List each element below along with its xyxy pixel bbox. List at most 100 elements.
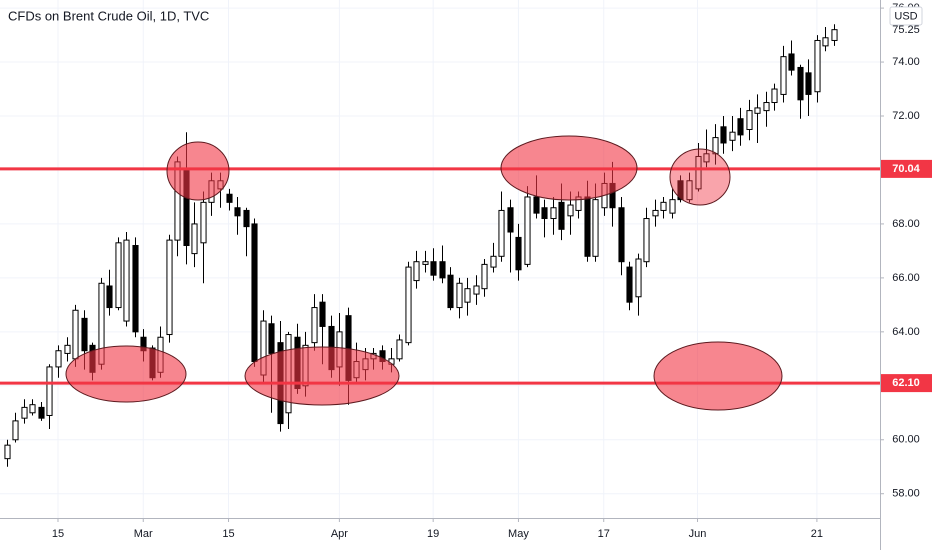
currency-box[interactable]: [889, 6, 923, 26]
candle-body: [643, 218, 650, 263]
candle-body: [780, 56, 787, 95]
candle-body: [319, 301, 326, 327]
candle-body: [405, 266, 412, 344]
candle-body: [558, 201, 565, 230]
candle-body: [55, 350, 62, 368]
candle-body: [29, 404, 36, 414]
candle-body: [746, 110, 753, 131]
candle-body: [38, 406, 45, 419]
candle-body: [686, 180, 693, 201]
y-tick-label: 72.00: [892, 110, 920, 122]
candle-body: [46, 366, 53, 416]
candle-body: [498, 209, 505, 257]
candle-body: [567, 204, 574, 217]
candle-body: [771, 88, 778, 104]
candle-body: [550, 207, 557, 220]
candle-body: [166, 239, 173, 336]
last-price-label: 75.25: [892, 24, 920, 36]
candle-body: [720, 126, 727, 144]
candle-body: [788, 53, 795, 71]
candle-body: [72, 309, 79, 360]
y-tick-label: 74.00: [892, 56, 920, 68]
y-tick-label: 66.00: [892, 272, 920, 284]
candle-body: [618, 207, 625, 263]
candle-body: [822, 37, 829, 47]
candle-body: [464, 288, 471, 303]
candle-body: [831, 29, 838, 41]
y-tick-label: 58.00: [892, 488, 920, 500]
candle-body: [191, 223, 198, 255]
candle-body: [805, 72, 812, 95]
ellipse: [244, 346, 400, 406]
candle-body: [763, 102, 770, 112]
candle-body: [268, 323, 275, 354]
candle-body: [200, 201, 207, 244]
candle-body: [4, 444, 11, 460]
candle-body: [81, 317, 88, 352]
ellipse: [653, 341, 783, 411]
candle-body: [695, 155, 702, 190]
x-tick-label: May: [508, 528, 529, 540]
candle-body: [396, 339, 403, 360]
candle-body: [132, 245, 139, 333]
axes: 58.0060.0062.0064.0066.0068.0070.0072.00…: [52, 2, 932, 540]
x-tick-label: 19: [427, 528, 439, 540]
candle-body: [814, 39, 821, 93]
candle-body: [456, 282, 463, 309]
price-label: 62.10: [892, 377, 920, 389]
candle-body: [243, 209, 250, 228]
candle-body: [413, 261, 420, 282]
candle-body: [422, 261, 429, 265]
candle-body: [592, 199, 599, 257]
y-tick-label: 60.00: [892, 434, 920, 446]
currency[interactable]: USD: [894, 10, 917, 22]
price-label-box: [881, 374, 932, 393]
candle-body: [507, 207, 514, 233]
candle-body: [754, 107, 761, 114]
candle-body: [541, 207, 548, 220]
candle-body: [584, 196, 591, 257]
candle-body: [21, 406, 28, 419]
candle-body: [481, 263, 488, 290]
x-tick-label: 21: [811, 528, 823, 540]
annotations: [65, 135, 783, 411]
x-tick-label: 15: [52, 528, 64, 540]
price-label: 70.04: [892, 163, 920, 175]
candle-body: [234, 207, 241, 217]
candle-body: [729, 131, 736, 141]
x-tick-label: Apr: [331, 528, 348, 540]
candle-body: [669, 199, 676, 214]
x-tick-label: 15: [222, 528, 234, 540]
candles: [4, 24, 838, 467]
candle-body: [524, 196, 531, 265]
candle-body: [123, 239, 130, 322]
candle-body: [533, 196, 540, 214]
x-tick-label: Jun: [689, 528, 707, 540]
y-tick-label: 64.00: [892, 326, 920, 338]
candle-body: [677, 180, 684, 201]
candle-body: [797, 66, 804, 101]
candle-body: [490, 255, 497, 268]
ellipse: [500, 135, 638, 201]
chart-title: CFDs on Brent Crude Oil, 1D, TVC: [8, 8, 209, 23]
y-tick-label: 68.00: [892, 218, 920, 230]
candle-body: [106, 285, 113, 309]
candle-body: [251, 223, 258, 363]
candle-body: [626, 266, 633, 303]
candle-body: [311, 307, 318, 344]
ellipse: [65, 345, 187, 403]
candle-body: [64, 344, 71, 354]
candle-body: [12, 420, 19, 441]
candle-body: [439, 261, 446, 279]
candle-body: [515, 236, 522, 271]
candle-body: [703, 153, 710, 163]
candle-body: [652, 209, 659, 217]
candle-body: [473, 285, 480, 295]
candle-body: [635, 258, 642, 298]
ellipse: [166, 141, 230, 201]
candle-body: [430, 261, 437, 276]
candle-body: [447, 274, 454, 309]
candle-body: [115, 242, 122, 309]
